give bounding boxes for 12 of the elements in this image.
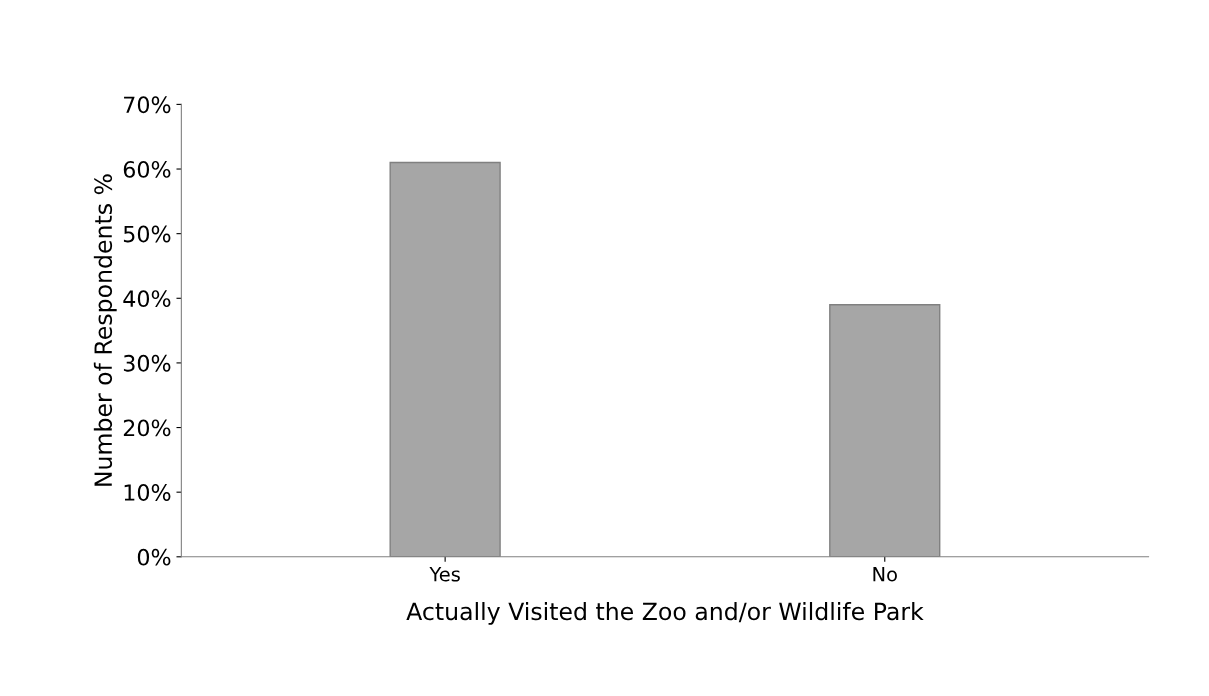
y-tick-label: 30% xyxy=(123,354,171,372)
y-tick-label: 60% xyxy=(123,160,171,178)
y-tick-label: 50% xyxy=(123,225,171,243)
y-tick-label: 40% xyxy=(123,290,171,308)
y-tick-label: 0% xyxy=(137,548,171,566)
y-tick-label: 20% xyxy=(123,419,171,437)
x-tick-label: Yes xyxy=(429,567,460,582)
x-tick-label: No xyxy=(873,567,897,582)
y-tick-label: 70% xyxy=(124,96,171,114)
y-tick-label: 10% xyxy=(124,484,171,501)
y-axis-title: Number of Respondents % xyxy=(93,174,117,486)
x-axis-title: Actually Visited the Zoo and/or Wildlife Park xyxy=(406,602,924,625)
